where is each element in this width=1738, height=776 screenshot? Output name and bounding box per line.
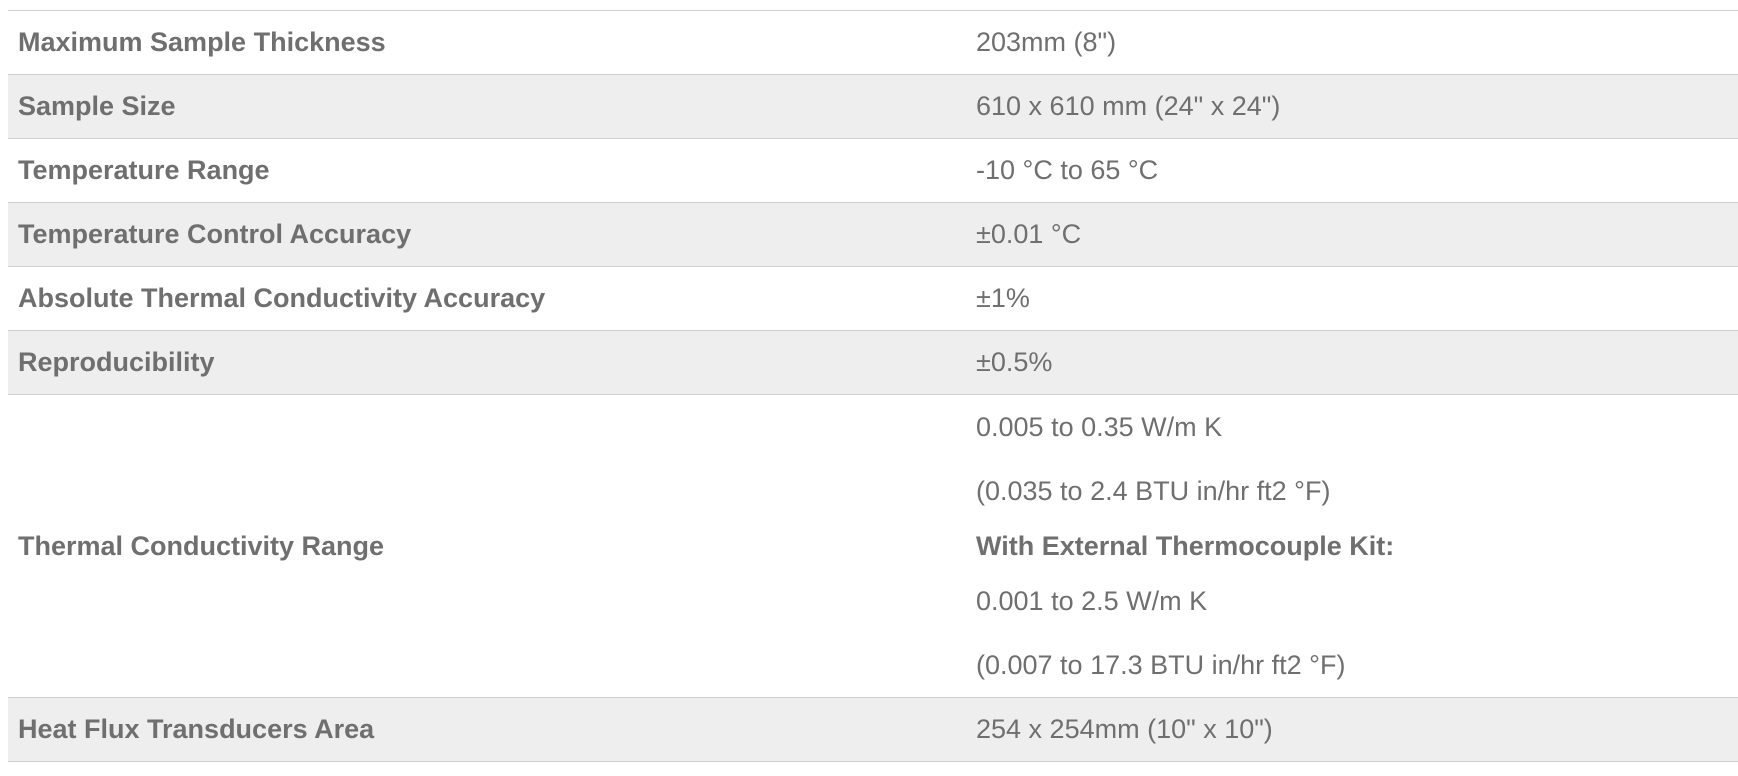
spec-label: Reproducibility bbox=[18, 347, 215, 377]
table-row: Thermal Conductivity Range 0.005 to 0.35… bbox=[8, 394, 1738, 698]
table-row: Maximum Sample Thickness 203mm (8") bbox=[8, 10, 1738, 75]
table-row: Reproducibility ±0.5% bbox=[8, 330, 1738, 395]
spec-value: 254 x 254mm (10" x 10") bbox=[976, 714, 1273, 744]
table-row: Temperature Range -10 °C to 65 °C bbox=[8, 138, 1738, 203]
spec-value-line: 0.005 to 0.35 W/m K bbox=[976, 412, 1223, 442]
spec-value: ±0.01 °C bbox=[976, 219, 1082, 249]
spec-label: Temperature Control Accuracy bbox=[18, 219, 412, 249]
spec-value: ±0.5% bbox=[976, 347, 1053, 377]
spec-label: Absolute Thermal Conductivity Accuracy bbox=[18, 283, 546, 313]
spec-label: Heat Flux Transducers Area bbox=[18, 714, 375, 744]
table-row: Absolute Thermal Conductivity Accuracy ±… bbox=[8, 266, 1738, 331]
spec-label: Temperature Range bbox=[18, 155, 270, 185]
spec-value-line: (0.007 to 17.3 BTU in/hr ft2 °F) bbox=[976, 650, 1346, 680]
table-row: Heat Flux Transducers Area 254 x 254mm (… bbox=[8, 697, 1738, 762]
spec-value: -10 °C to 65 °C bbox=[976, 155, 1159, 185]
spec-subheading: With External Thermocouple Kit: bbox=[976, 531, 1395, 561]
spec-value-line: (0.035 to 2.4 BTU in/hr ft2 °F) bbox=[976, 476, 1331, 506]
spec-table: Maximum Sample Thickness 203mm (8") Samp… bbox=[8, 10, 1738, 762]
spec-value: 610 x 610 mm (24" x 24") bbox=[976, 91, 1281, 121]
spec-value: 203mm (8") bbox=[976, 27, 1117, 57]
spec-value: ±1% bbox=[976, 283, 1030, 313]
spec-value-line: 0.001 to 2.5 W/m K bbox=[976, 586, 1208, 616]
table-row: Temperature Control Accuracy ±0.01 °C bbox=[8, 202, 1738, 267]
table-row: Sample Size 610 x 610 mm (24" x 24") bbox=[8, 74, 1738, 139]
spec-value-multiline: 0.005 to 0.35 W/m K (0.035 to 2.4 BTU in… bbox=[976, 395, 1738, 698]
spec-label: Sample Size bbox=[18, 91, 176, 121]
spec-label: Thermal Conductivity Range bbox=[18, 530, 385, 561]
spec-label: Maximum Sample Thickness bbox=[18, 27, 386, 57]
